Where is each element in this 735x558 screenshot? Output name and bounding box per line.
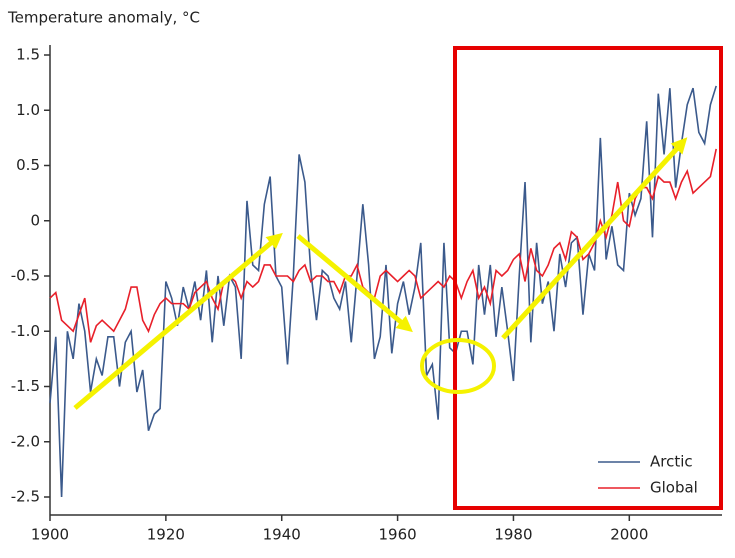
plot: -2.5 -2.0 -1.5 -1.0 -0.5 0 0.5 1.0 1.5 1900 1920 19… xyxy=(11,46,717,544)
x-tick-label: 1920 xyxy=(147,526,185,544)
y-tick-label: -1.0 xyxy=(11,322,40,340)
axis-title: Temperature anomaly, °C xyxy=(7,9,200,27)
highlight-box xyxy=(453,46,723,510)
arrow xyxy=(73,232,283,410)
y-tick-label: 0 xyxy=(30,211,40,229)
y-tick-label: -2.5 xyxy=(11,488,40,506)
x-tick-label: 1960 xyxy=(378,526,416,544)
arrow xyxy=(501,137,688,340)
y-tick-label: -1.5 xyxy=(11,377,40,395)
y-tick-label: 1.5 xyxy=(16,46,40,64)
x-tick-label: 1940 xyxy=(263,526,301,544)
legend-label: Arctic xyxy=(650,453,693,471)
x-tick-label: 1980 xyxy=(494,526,532,544)
y-tick-label: -0.5 xyxy=(11,267,40,285)
series-line xyxy=(49,148,717,343)
series-line xyxy=(49,85,717,498)
x-tick-label: 2000 xyxy=(610,526,648,544)
arrow xyxy=(296,234,413,333)
legend-label: Global xyxy=(650,479,698,497)
y-tick-label: -2.0 xyxy=(11,432,40,450)
circle xyxy=(420,338,496,394)
y-tick-label: 1.0 xyxy=(16,101,40,119)
annotations xyxy=(73,46,723,510)
x-tick-label: 1900 xyxy=(31,526,69,544)
y-tick-label: 0.5 xyxy=(16,156,40,174)
